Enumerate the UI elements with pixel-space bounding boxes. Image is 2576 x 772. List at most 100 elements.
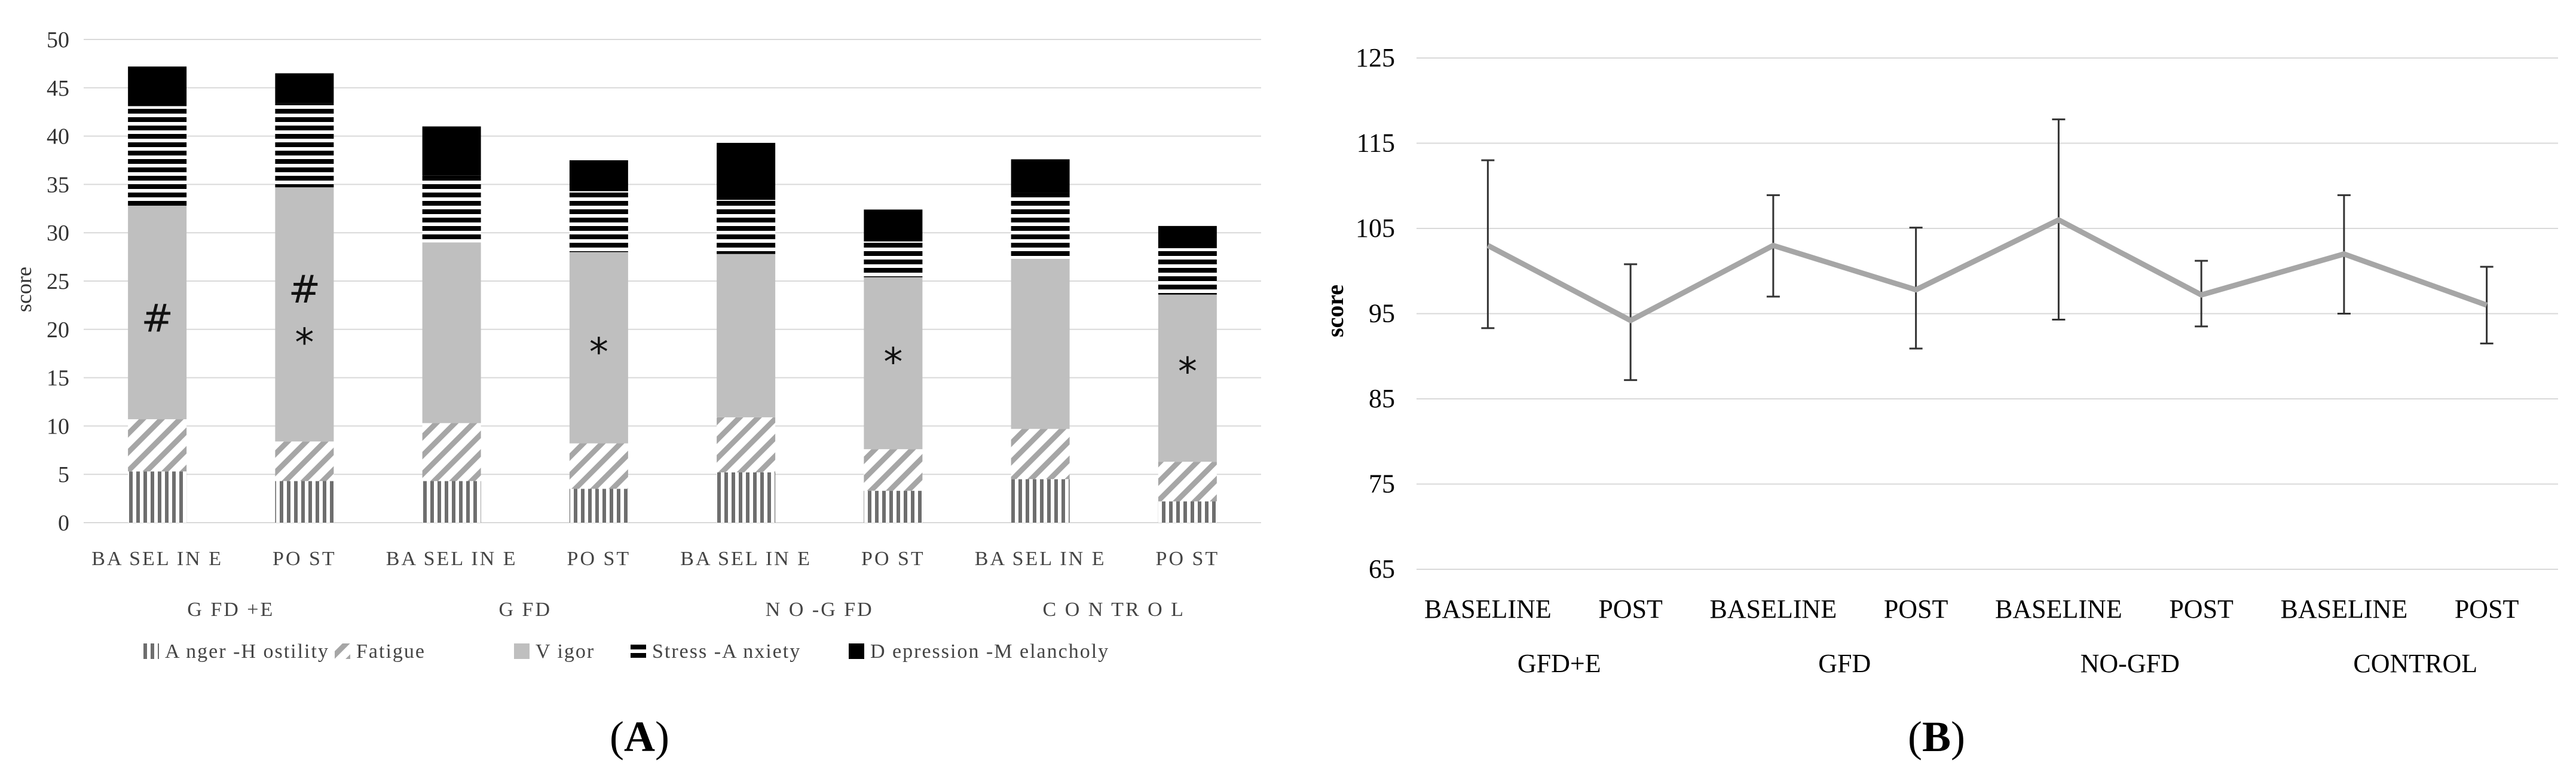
a-bar-segment-3 — [128, 106, 187, 206]
b-y-tick-label: 125 — [1356, 43, 1395, 72]
a-legend-label: A nger -H ostility — [165, 640, 329, 663]
a-legend-swatch — [514, 643, 530, 659]
a-bar-segment-0 — [128, 471, 187, 523]
a-y-tick-label: 0 — [58, 511, 69, 536]
a-bar-segment-1 — [422, 423, 481, 481]
a-annotation-marker: * — [589, 331, 608, 375]
a-bar-segment-4 — [275, 73, 334, 103]
a-bar-segment-0 — [1158, 501, 1217, 523]
a-y-tick-label: 10 — [47, 414, 69, 439]
a-gridlines — [84, 39, 1261, 523]
a-legend-label: Fatigue — [356, 640, 426, 663]
b-series-polyline — [1486, 217, 2488, 324]
a-y-tick-label: 20 — [47, 318, 69, 343]
a-legend-label: Stress -A nxiety — [652, 640, 801, 663]
a-group-label: N O -G FD — [766, 599, 874, 621]
a-bar-segment-2 — [1158, 294, 1217, 462]
a-x-tick-label: BA SEL IN E — [386, 548, 518, 570]
b-x-tick-label: BASELINE — [1424, 594, 1552, 624]
a-x-category-labels: BA SEL IN E PO ST BA SEL IN E PO ST BA SEL I… — [91, 548, 1220, 570]
a-bar-segment-3 — [717, 200, 776, 254]
a-bar-segment-4 — [569, 160, 628, 191]
a-legend-swatch — [143, 643, 159, 659]
b-y-tick-label: 105 — [1356, 213, 1395, 243]
a-bar-segment-4 — [1011, 159, 1070, 193]
a-bar-segment-4 — [1158, 225, 1217, 249]
a-x-tick-label: PO ST — [861, 548, 925, 570]
a-x-tick-label: BA SEL IN E — [975, 548, 1106, 570]
a-significance-markers: # # * * * * — [141, 268, 1197, 394]
b-y-tick-label: 95 — [1369, 299, 1395, 328]
b-y-tick-label: 115 — [1357, 129, 1395, 158]
a-group-label: G FD +E — [187, 599, 274, 621]
a-bar-segment-4 — [717, 142, 776, 200]
a-annotation-marker: * — [1178, 350, 1197, 395]
b-x-tick-label: BASELINE — [1710, 594, 1837, 624]
a-bar-segment-0 — [1011, 479, 1070, 523]
b-y-axis-label: score — [1321, 285, 1348, 337]
a-bars — [128, 66, 1217, 523]
a-legend-label: V igor — [536, 640, 595, 663]
b-series-line — [1486, 217, 2488, 324]
a-bar-segment-2 — [128, 205, 187, 420]
b-x-tick-label: BASELINE — [2281, 594, 2408, 624]
b-x-tick-label: POST — [1598, 594, 1663, 624]
b-x-tick-label: POST — [2169, 594, 2234, 624]
b-y-tick-label: 75 — [1369, 469, 1395, 499]
b-x-group-labels: GFD+E GFD NO-GFD CONTROL — [1518, 649, 2477, 678]
b-x-category-labels: BASELINE POST BASELINE POST BASELINE POST BASE… — [1424, 594, 2519, 624]
b-gridlines — [1417, 57, 2558, 570]
a-bar-segment-0 — [569, 489, 628, 523]
b-x-tick-label: POST — [1884, 594, 1948, 624]
a-y-tick-label: 25 — [47, 269, 69, 294]
a-x-tick-label: PO ST — [1156, 548, 1220, 570]
b-group-label: GFD+E — [1518, 649, 1601, 678]
a-bar-segment-4 — [128, 66, 187, 106]
a-bar-segment-1 — [717, 417, 776, 472]
a-bar-segment-3 — [569, 191, 628, 252]
a-y-tick-label: 15 — [47, 366, 69, 391]
panel-a-stacked-bar-chart: 0 5 10 15 20 25 30 35 40 45 50 score # # * * * * BA SEL… — [12, 28, 1261, 761]
a-bar-segment-4 — [422, 126, 481, 176]
a-y-tick-label: 50 — [47, 28, 69, 53]
a-bar-segment-1 — [864, 449, 923, 491]
b-error-bars — [1481, 118, 2494, 382]
a-bar-segment-2 — [864, 277, 923, 450]
a-bar-segment-1 — [569, 443, 628, 489]
a-annotation-marker: * — [295, 321, 314, 365]
a-bar-segment-3 — [1158, 248, 1217, 295]
a-bar-segment-3 — [422, 175, 481, 243]
a-x-tick-label: PO ST — [567, 548, 631, 570]
a-group-label: G FD — [498, 599, 552, 621]
a-bar-segment-2 — [1011, 258, 1070, 429]
a-legend-swatch — [335, 643, 350, 659]
a-x-tick-label: BA SEL IN E — [680, 548, 812, 570]
a-annotation-marker: * — [883, 340, 902, 385]
b-panel-label: (B) — [1908, 713, 1965, 761]
a-y-tick-label: 40 — [47, 124, 69, 149]
a-bar-segment-2 — [422, 242, 481, 423]
a-y-tick-label: 30 — [47, 221, 69, 246]
a-panel-letter: A — [624, 713, 655, 761]
a-bar-segment-0 — [717, 472, 776, 523]
a-bar-segment-3 — [275, 103, 334, 188]
a-bar-segment-1 — [1158, 462, 1217, 502]
a-bar-segment-3 — [864, 241, 923, 277]
a-x-tick-label: BA SEL IN E — [91, 548, 223, 570]
a-x-tick-label: PO ST — [273, 548, 336, 570]
b-group-label: CONTROL — [2353, 649, 2477, 678]
a-group-label: C O N TR O L — [1043, 599, 1185, 621]
a-y-axis-label: score — [12, 267, 36, 312]
a-y-tick-label: 35 — [47, 172, 69, 197]
a-bar-segment-1 — [128, 419, 187, 472]
a-x-group-labels: G FD +E G FD N O -G FD C O N TR O L — [187, 599, 1185, 621]
a-bar-segment-2 — [569, 252, 628, 444]
a-annotation-marker: # — [289, 268, 321, 312]
a-y-tick-labels: 0 5 10 15 20 25 30 35 40 45 50 — [47, 28, 69, 536]
b-x-tick-label: BASELINE — [1995, 594, 2122, 624]
a-bar-segment-2 — [717, 254, 776, 417]
b-group-label: NO-GFD — [2081, 649, 2180, 678]
a-legend-label: D epression -M elancholy — [870, 640, 1109, 663]
a-legend-swatch — [631, 643, 646, 659]
